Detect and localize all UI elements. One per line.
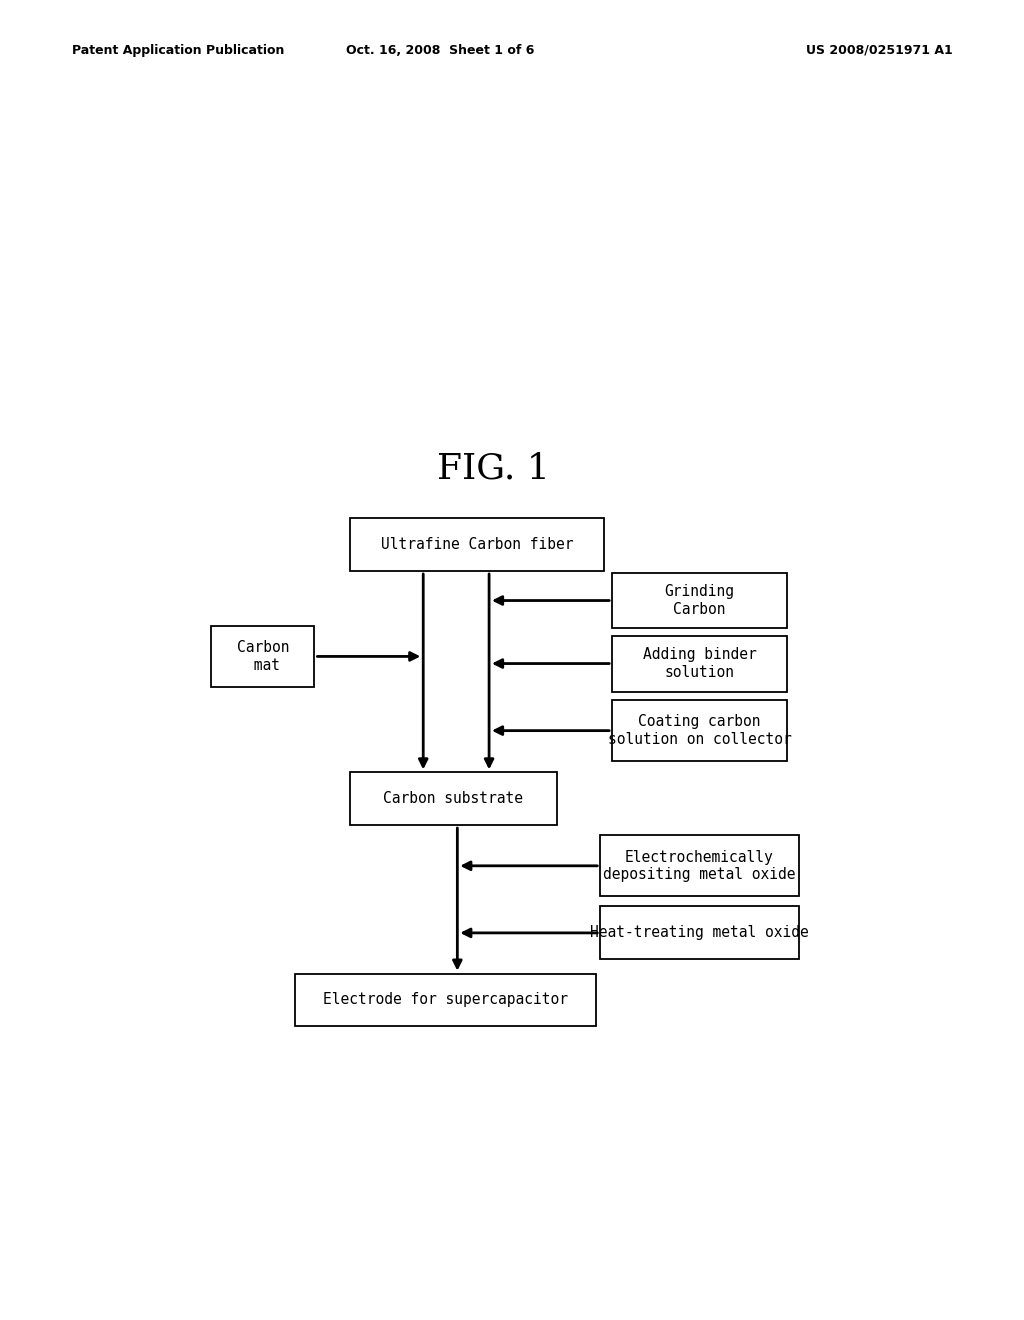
Text: Coating carbon
solution on collector: Coating carbon solution on collector bbox=[607, 714, 792, 747]
Text: US 2008/0251971 A1: US 2008/0251971 A1 bbox=[806, 44, 952, 57]
Text: Carbon substrate: Carbon substrate bbox=[383, 791, 523, 807]
Text: Heat-treating metal oxide: Heat-treating metal oxide bbox=[590, 925, 809, 940]
FancyBboxPatch shape bbox=[600, 836, 799, 896]
FancyBboxPatch shape bbox=[612, 573, 786, 628]
Text: Patent Application Publication: Patent Application Publication bbox=[72, 44, 284, 57]
FancyBboxPatch shape bbox=[350, 772, 557, 825]
Text: Electrode for supercapacitor: Electrode for supercapacitor bbox=[323, 993, 568, 1007]
FancyBboxPatch shape bbox=[350, 519, 604, 572]
Text: Oct. 16, 2008  Sheet 1 of 6: Oct. 16, 2008 Sheet 1 of 6 bbox=[346, 44, 535, 57]
FancyBboxPatch shape bbox=[612, 636, 786, 692]
Text: Grinding
Carbon: Grinding Carbon bbox=[665, 585, 734, 616]
Text: Ultrafine Carbon fiber: Ultrafine Carbon fiber bbox=[381, 537, 573, 552]
FancyBboxPatch shape bbox=[295, 974, 596, 1027]
Text: FIG. 1: FIG. 1 bbox=[436, 451, 550, 486]
FancyBboxPatch shape bbox=[600, 907, 799, 960]
Text: Carbon
 mat: Carbon mat bbox=[237, 640, 289, 673]
Text: Electrochemically
depositing metal oxide: Electrochemically depositing metal oxide bbox=[603, 850, 796, 882]
FancyBboxPatch shape bbox=[612, 700, 786, 762]
Text: Adding binder
solution: Adding binder solution bbox=[642, 647, 757, 680]
FancyBboxPatch shape bbox=[211, 626, 314, 686]
